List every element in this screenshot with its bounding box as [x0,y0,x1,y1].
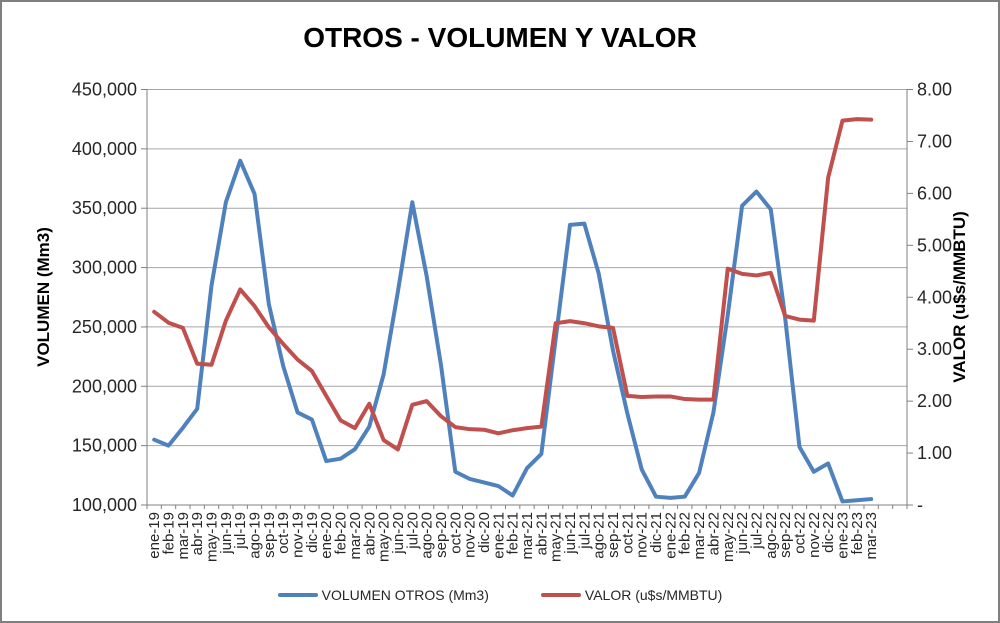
svg-text:may-19: may-19 [204,512,221,562]
svg-text:1.00: 1.00 [917,443,952,463]
svg-text:2.00: 2.00 [917,391,952,411]
svg-text:4.00: 4.00 [917,287,952,307]
svg-text:jul-20: jul-20 [404,512,421,550]
svg-text:feb-20: feb-20 [333,512,350,555]
svg-text:jun-21: jun-21 [562,512,579,555]
svg-text:nov-22: nov-22 [806,512,823,558]
svg-text:VOLUMEN (Mm3): VOLUMEN (Mm3) [34,227,53,367]
svg-text:VALOR (u$s/MMBTU): VALOR (u$s/MMBTU) [950,211,969,383]
svg-text:nov-20: nov-20 [462,512,479,558]
svg-text:abr-22: abr-22 [705,512,722,555]
svg-text:200,000: 200,000 [72,376,137,396]
svg-text:jun-22: jun-22 [734,512,751,555]
svg-text:may-20: may-20 [376,512,393,562]
svg-text:dic-19: dic-19 [304,512,321,553]
svg-text:-: - [917,495,923,515]
svg-text:feb-23: feb-23 [849,512,866,555]
svg-text:sep-20: sep-20 [433,512,450,558]
svg-text:ene-19: ene-19 [146,512,163,559]
svg-text:jul-22: jul-22 [748,512,765,550]
svg-text:mar-22: mar-22 [691,512,708,560]
svg-text:mar-23: mar-23 [863,512,880,560]
svg-text:jun-19: jun-19 [218,512,235,555]
valor-line-swatch [540,593,581,597]
svg-text:feb-21: feb-21 [505,512,522,555]
svg-text:jul-21: jul-21 [576,512,593,550]
svg-text:sep-19: sep-19 [261,512,278,558]
svg-text:mar-20: mar-20 [347,512,364,560]
svg-text:450,000: 450,000 [72,80,137,100]
svg-text:jul-19: jul-19 [232,512,249,550]
svg-text:250,000: 250,000 [72,317,137,337]
svg-text:ene-22: ene-22 [662,512,679,559]
svg-text:ene-23: ene-23 [834,512,851,559]
svg-text:300,000: 300,000 [72,258,137,278]
svg-text:feb-19: feb-19 [161,512,178,555]
svg-text:ago-20: ago-20 [419,512,436,559]
svg-text:400,000: 400,000 [72,139,137,159]
svg-text:may-22: may-22 [720,512,737,562]
svg-text:oct-19: oct-19 [275,512,292,554]
svg-text:350,000: 350,000 [72,198,137,218]
svg-text:jun-20: jun-20 [390,512,407,555]
legend-item-valor: VALOR (u$s/MMBTU) [540,587,723,603]
svg-text:6.00: 6.00 [917,183,952,203]
svg-text:nov-21: nov-21 [634,512,651,558]
svg-text:feb-22: feb-22 [677,512,694,555]
svg-text:ene-21: ene-21 [490,512,507,559]
svg-text:100,000: 100,000 [72,495,137,515]
svg-text:7.00: 7.00 [917,131,952,151]
svg-text:nov-19: nov-19 [290,512,307,558]
svg-text:150,000: 150,000 [72,436,137,456]
svg-text:abr-20: abr-20 [361,512,378,555]
svg-text:may-21: may-21 [548,512,565,562]
svg-text:dic-21: dic-21 [648,512,665,553]
legend-item-volumen: VOLUMEN OTROS (Mm3) [277,587,489,603]
svg-text:ago-22: ago-22 [763,512,780,559]
svg-text:ago-21: ago-21 [591,512,608,559]
svg-text:ene-20: ene-20 [318,512,335,559]
svg-text:mar-19: mar-19 [175,512,192,560]
svg-text:oct-22: oct-22 [791,512,808,554]
svg-text:oct-20: oct-20 [447,512,464,554]
svg-text:sep-21: sep-21 [605,512,622,558]
svg-text:3.00: 3.00 [917,339,952,359]
svg-text:dic-20: dic-20 [476,512,493,553]
svg-text:abr-19: abr-19 [189,512,206,555]
svg-text:abr-21: abr-21 [533,512,550,555]
legend-label-volumen: VOLUMEN OTROS (Mm3) [321,587,489,603]
volumen-line-swatch [277,593,318,597]
legend-label-valor: VALOR (u$s/MMBTU) [584,587,723,603]
svg-text:8.00: 8.00 [917,80,952,100]
svg-text:5.00: 5.00 [917,235,952,255]
svg-text:ago-19: ago-19 [247,512,264,559]
svg-text:dic-22: dic-22 [820,512,837,553]
svg-text:sep-22: sep-22 [777,512,794,558]
svg-text:oct-21: oct-21 [619,512,636,554]
legend: VOLUMEN OTROS (Mm3) VALOR (u$s/MMBTU) [2,587,998,603]
svg-text:mar-21: mar-21 [519,512,536,560]
chart-title: OTROS - VOLUMEN Y VALOR [303,22,697,53]
